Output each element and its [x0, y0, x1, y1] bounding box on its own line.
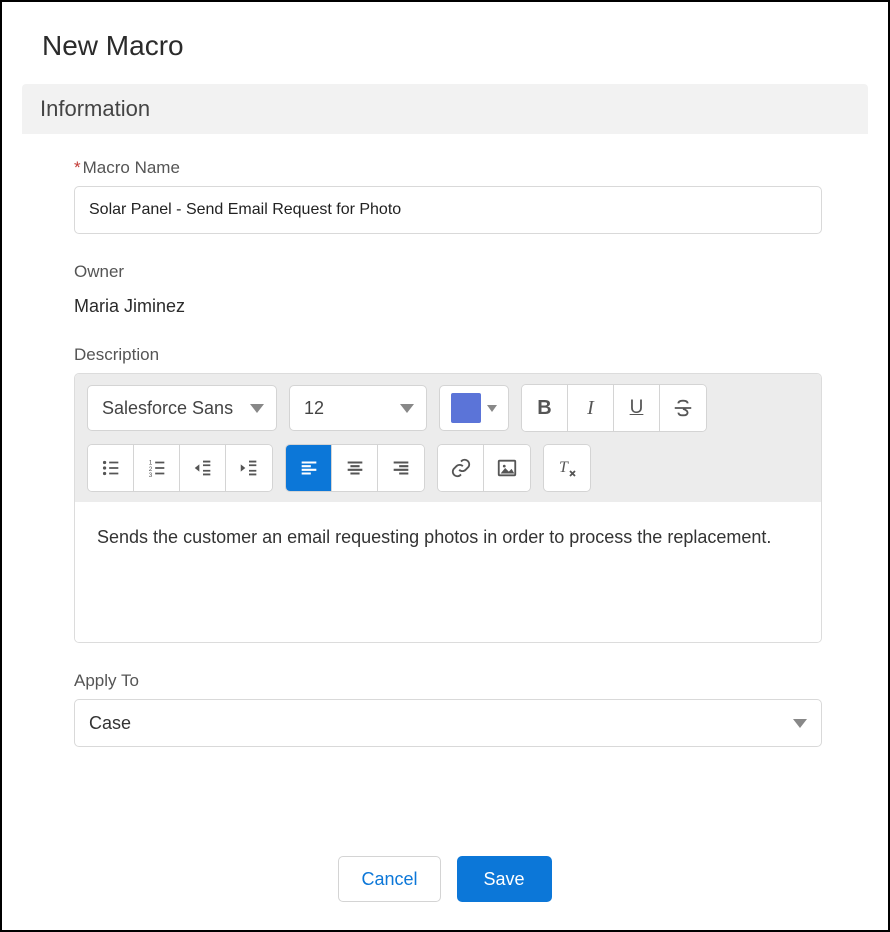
font-size-value: 12 — [304, 398, 324, 419]
alignment-group — [285, 444, 425, 492]
chevron-down-icon — [250, 404, 264, 413]
svg-text:T: T — [559, 459, 569, 476]
strikethrough-button[interactable] — [660, 385, 706, 431]
underline-button[interactable]: U — [614, 385, 660, 431]
rte-toolbar-row-2: 123 — [87, 444, 809, 492]
owner-label: Owner — [74, 262, 822, 282]
bold-icon: B — [537, 397, 551, 420]
save-button[interactable]: Save — [457, 856, 552, 902]
align-right-icon — [390, 457, 412, 479]
image-icon — [496, 457, 518, 479]
owner-value: Maria Jiminez — [74, 290, 822, 317]
list-indent-group: 123 — [87, 444, 273, 492]
macro-name-label: *Macro Name — [74, 158, 822, 178]
apply-to-label: Apply To — [74, 671, 822, 691]
align-left-button[interactable] — [286, 445, 332, 491]
field-macro-name: *Macro Name — [74, 158, 822, 234]
link-icon — [450, 457, 472, 479]
chevron-down-icon — [400, 404, 414, 413]
italic-icon: I — [587, 397, 594, 420]
font-family-select[interactable]: Salesforce Sans — [87, 385, 277, 431]
link-button[interactable] — [438, 445, 484, 491]
svg-text:3: 3 — [148, 472, 152, 479]
rte-toolbar: Salesforce Sans 12 B — [75, 374, 821, 502]
outdent-icon — [192, 457, 214, 479]
macro-name-label-text: Macro Name — [83, 158, 180, 177]
underline-icon: U — [630, 397, 644, 419]
insert-group — [437, 444, 531, 492]
italic-button[interactable]: I — [568, 385, 614, 431]
font-color-select[interactable] — [439, 385, 509, 431]
indent-icon — [238, 457, 260, 479]
chevron-down-icon — [793, 719, 807, 728]
outdent-button[interactable] — [180, 445, 226, 491]
rich-text-editor: Salesforce Sans 12 B — [74, 373, 822, 643]
dialog-footer: Cancel Save — [2, 856, 888, 902]
indent-button[interactable] — [226, 445, 272, 491]
section-header-information: Information — [22, 84, 868, 134]
apply-to-value: Case — [89, 713, 131, 734]
field-apply-to: Apply To Case — [74, 671, 822, 747]
new-macro-dialog: New Macro Information *Macro Name Owner … — [0, 0, 890, 932]
font-family-value: Salesforce Sans — [102, 398, 233, 419]
color-swatch-icon — [451, 393, 481, 423]
form-body: *Macro Name Owner Maria Jiminez Descript… — [2, 134, 888, 747]
align-right-button[interactable] — [378, 445, 424, 491]
clear-format-icon: T — [555, 456, 579, 480]
numbered-list-button[interactable]: 123 — [134, 445, 180, 491]
cancel-button[interactable]: Cancel — [338, 856, 440, 902]
text-style-group: B I U — [521, 384, 707, 432]
apply-to-select[interactable]: Case — [74, 699, 822, 747]
font-size-select[interactable]: 12 — [289, 385, 427, 431]
field-owner: Owner Maria Jiminez — [74, 262, 822, 317]
rte-toolbar-row-1: Salesforce Sans 12 B — [87, 384, 809, 432]
clear-format-group: T — [543, 444, 591, 492]
numbered-list-icon: 123 — [146, 457, 168, 479]
align-center-icon — [344, 457, 366, 479]
chevron-down-icon — [487, 405, 497, 412]
clear-format-button[interactable]: T — [544, 445, 590, 491]
strikethrough-icon — [672, 397, 694, 419]
page-title: New Macro — [2, 2, 888, 84]
bullet-list-icon — [100, 457, 122, 479]
bold-button[interactable]: B — [522, 385, 568, 431]
align-left-icon — [298, 457, 320, 479]
bullet-list-button[interactable] — [88, 445, 134, 491]
field-description: Description Salesforce Sans 12 — [74, 345, 822, 643]
align-center-button[interactable] — [332, 445, 378, 491]
required-indicator: * — [74, 158, 81, 177]
description-label: Description — [74, 345, 822, 365]
description-textarea[interactable]: Sends the customer an email requesting p… — [75, 502, 821, 642]
image-button[interactable] — [484, 445, 530, 491]
macro-name-input[interactable] — [74, 186, 822, 234]
